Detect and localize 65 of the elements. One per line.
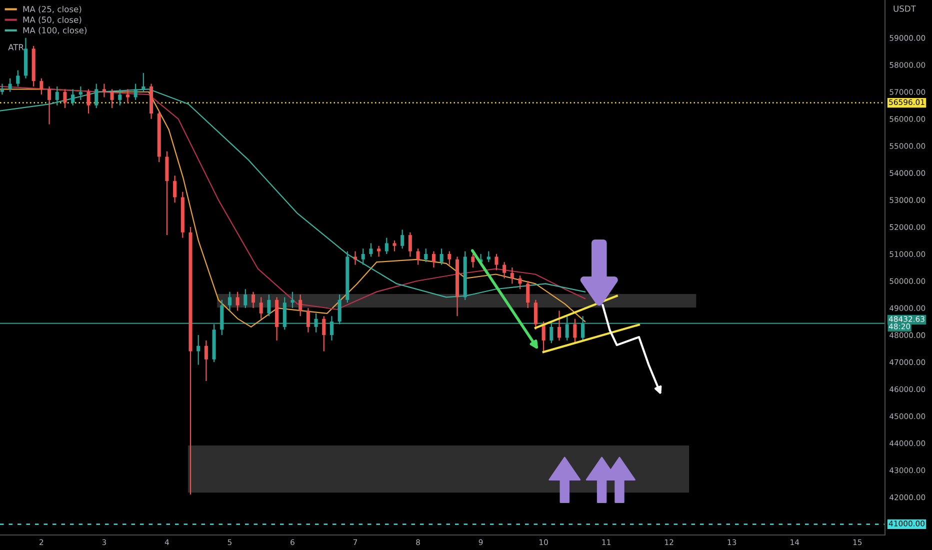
candlestick — [126, 88, 130, 104]
candlestick — [448, 250, 452, 266]
candlestick — [353, 250, 358, 266]
candlestick — [259, 296, 263, 320]
candlestick — [526, 280, 530, 309]
legend-label: MA (25, close) — [23, 6, 82, 14]
candlestick — [330, 316, 334, 342]
candlestick — [518, 275, 522, 290]
candlestick — [432, 250, 436, 268]
candlestick — [573, 318, 577, 344]
candlestick — [251, 291, 256, 309]
legend-label: MA (50, close) — [23, 16, 82, 24]
candlestick — [534, 299, 538, 330]
candlestick — [94, 83, 98, 109]
candlestick — [510, 266, 514, 284]
candlestick — [290, 291, 294, 309]
candlestick — [384, 237, 388, 255]
candlestick — [71, 88, 75, 106]
candlestick — [542, 320, 546, 352]
candlestick — [0, 83, 4, 96]
candlestick — [306, 307, 310, 333]
candlestick — [298, 294, 302, 317]
candlestick — [550, 320, 554, 344]
candlestick — [322, 316, 326, 352]
candlestick — [471, 253, 475, 268]
candlestick — [361, 248, 365, 266]
candlestick — [110, 88, 114, 109]
candlestick — [228, 291, 232, 312]
candlestick — [416, 248, 420, 266]
candlestick — [338, 294, 342, 325]
candlestick — [565, 316, 569, 342]
candlestick — [557, 310, 562, 342]
candlestick — [118, 88, 122, 106]
candlestick — [377, 245, 381, 258]
candlestick — [86, 88, 90, 114]
candlestick — [369, 242, 373, 258]
candlestick — [102, 83, 106, 98]
candlestick — [134, 83, 138, 101]
candlestick — [48, 86, 52, 125]
candlestick — [78, 86, 82, 101]
candlestick — [196, 334, 200, 366]
candlestick — [40, 78, 44, 96]
candlestick — [408, 232, 412, 258]
candlestick — [63, 88, 67, 109]
annotation: ATR — [8, 44, 24, 50]
candlestick — [142, 72, 146, 92]
candlestick — [424, 248, 428, 263]
y-axis-title: USDT — [894, 5, 916, 12]
candlestick — [204, 340, 208, 382]
candlestick — [400, 229, 404, 250]
candlestick — [55, 86, 59, 106]
candlestick — [494, 253, 498, 271]
candlestick — [267, 294, 271, 317]
legend-label: MA (100, close) — [23, 26, 86, 34]
candlestick — [16, 70, 20, 88]
candlestick — [392, 240, 396, 252]
candlestick — [314, 312, 318, 333]
candlestick — [502, 262, 506, 279]
candlestick — [173, 175, 177, 204]
candlestick — [236, 291, 240, 312]
candlestick — [486, 250, 490, 263]
candlestick — [440, 248, 444, 266]
candlestick — [244, 288, 248, 309]
candlestick — [8, 78, 12, 92]
candlestick — [581, 316, 585, 342]
